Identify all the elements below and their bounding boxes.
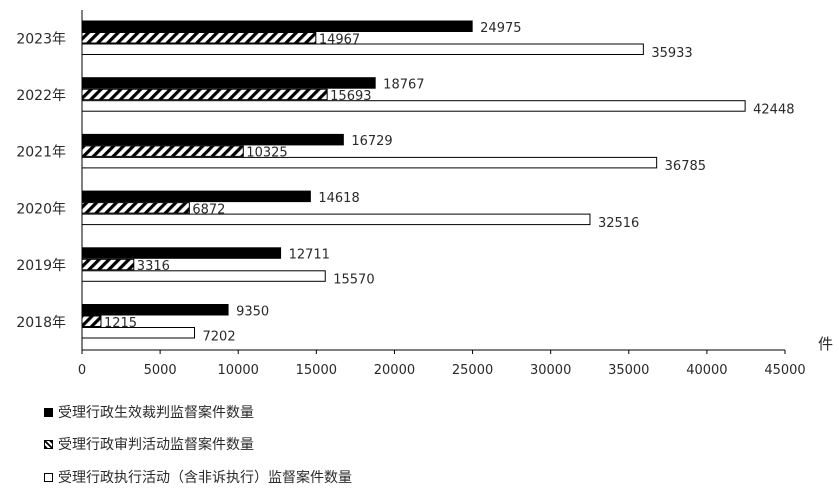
data-label: 7202 xyxy=(203,329,236,344)
legend-swatch-solid xyxy=(44,407,53,417)
category-label: 2020年 xyxy=(16,201,66,217)
category-label: 2018年 xyxy=(16,315,66,331)
data-label: 36785 xyxy=(665,159,706,174)
x-tick-label: 45000 xyxy=(764,363,805,378)
legend-label: 受理行政执行活动（含非诉执行）监督案件数量 xyxy=(58,470,352,486)
data-label: 9350 xyxy=(236,304,269,319)
x-tick-label: 35000 xyxy=(608,363,649,378)
x-tick-label: 10000 xyxy=(218,363,259,378)
x-tick-label: 5000 xyxy=(144,363,177,378)
bar-chart: 24975 14967 35933 18767 15693 42448 16729 10325… xyxy=(16,10,833,378)
data-label: 1215 xyxy=(104,316,137,331)
category-label: 2021年 xyxy=(16,145,66,161)
bar-empty-3 xyxy=(81,213,591,226)
legend-label: 受理行政审判活动监督案件数量 xyxy=(58,437,254,453)
legend-swatch-hatched xyxy=(44,439,53,449)
data-label: 18767 xyxy=(383,77,424,92)
x-tick-label: 25000 xyxy=(452,363,493,378)
data-label: 32516 xyxy=(598,216,639,231)
bar-hatched-2 xyxy=(81,145,244,157)
bar-empty-2 xyxy=(81,156,658,169)
data-label: 14618 xyxy=(318,191,359,206)
bar-solid-3 xyxy=(81,190,311,203)
bar-empty-1 xyxy=(81,100,746,112)
data-labels-layer: 24975 14967 35933 18767 15693 42448 16729 10325… xyxy=(104,21,795,345)
bar-solid-1 xyxy=(81,77,376,89)
legend-item-execution: 受理行政执行活动（含非诉执行）监督案件数量 xyxy=(44,467,352,487)
data-label: 10325 xyxy=(246,146,287,161)
bar-solid-4 xyxy=(81,247,282,259)
x-tick-label: 15000 xyxy=(296,363,337,378)
bar-solid-5 xyxy=(81,304,229,316)
category-label: 2022年 xyxy=(16,88,66,104)
x-tick-label: 20000 xyxy=(374,363,415,378)
bar-hatched-5 xyxy=(81,315,102,327)
bar-hatched-1 xyxy=(81,88,328,101)
data-label: 16729 xyxy=(351,134,392,149)
bar-solid-0 xyxy=(81,20,473,32)
x-tick-label: 0 xyxy=(78,363,86,378)
data-label: 42448 xyxy=(753,102,794,117)
x-tick-label: 30000 xyxy=(530,363,571,378)
legend-label: 受理行政生效裁判监督案件数量 xyxy=(58,405,254,421)
legend-item-trial: 受理行政审判活动监督案件数量 xyxy=(44,434,254,454)
bar-empty-5 xyxy=(81,327,196,339)
data-label: 15693 xyxy=(330,89,371,104)
x-tick-label: 40000 xyxy=(686,363,727,378)
bar-hatched-0 xyxy=(81,32,317,44)
bar-empty-0 xyxy=(81,43,644,55)
category-label: 2023年 xyxy=(16,31,66,47)
axes-layer: 2023年 2022年 2021年 2020年 2019年 2018年 0 5000 10000… xyxy=(16,10,833,378)
bars-layer xyxy=(81,20,746,339)
legend-swatch-empty xyxy=(44,472,53,482)
data-label: 35933 xyxy=(651,46,692,61)
x-unit-label: 件 xyxy=(818,335,833,353)
legend-item-judgment: 受理行政生效裁判监督案件数量 xyxy=(44,402,254,422)
category-label: 2019年 xyxy=(16,258,66,274)
data-label: 12711 xyxy=(289,248,330,263)
bar-hatched-3 xyxy=(81,202,190,214)
bar-empty-4 xyxy=(81,270,326,282)
data-label: 24975 xyxy=(480,21,521,36)
data-label: 14967 xyxy=(319,32,360,47)
data-label: 15570 xyxy=(333,273,374,288)
data-label: 3316 xyxy=(137,259,170,274)
bar-hatched-4 xyxy=(81,258,135,271)
bar-solid-2 xyxy=(81,133,344,146)
data-label: 6872 xyxy=(192,202,225,217)
